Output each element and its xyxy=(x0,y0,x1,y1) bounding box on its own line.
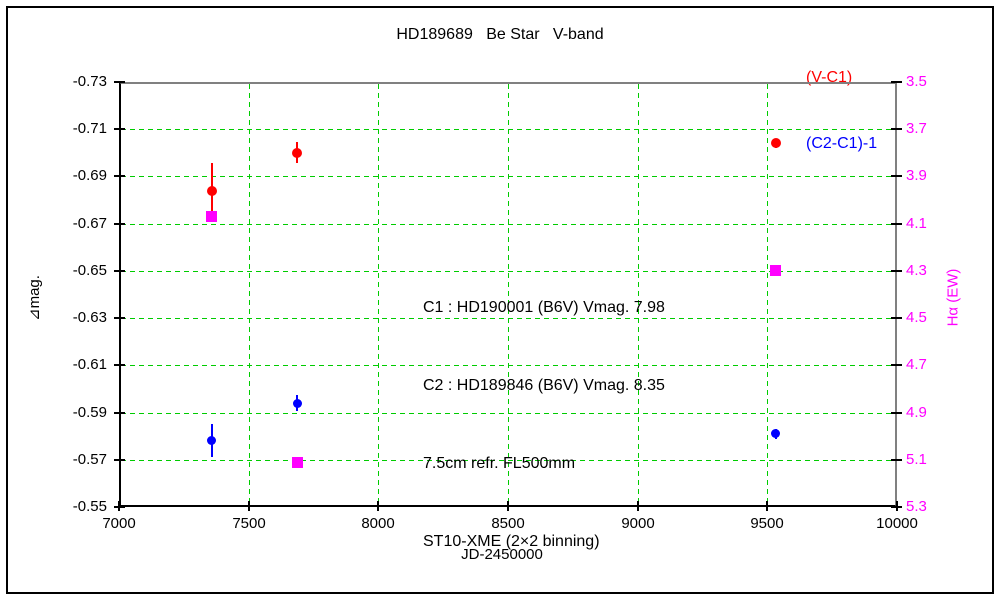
y-axis-tick-label-left: -0.71 xyxy=(72,120,107,137)
gridline-vertical xyxy=(767,84,768,505)
y-axis-tick-left xyxy=(114,459,125,461)
data-point-v-c1 xyxy=(206,185,217,196)
annotation-line-c2: C2 : HD189846 (B6V) Vmag. 8.35 xyxy=(423,377,665,394)
y-axis-tick-left xyxy=(114,317,125,319)
y-axis-tick-label-left: -0.67 xyxy=(72,215,107,232)
data-point-c2-c1 xyxy=(771,429,781,439)
y-axis-tick-left xyxy=(114,364,125,366)
y-axis-tick-label-right: 3.9 xyxy=(906,167,927,184)
x-axis-tick-label: 8000 xyxy=(361,515,395,532)
x-axis-label: JD-2450000 xyxy=(461,546,543,563)
annotation-line-camera: ST10-XME (2×2 binning) xyxy=(423,533,600,550)
y-axis-tick-right xyxy=(891,175,902,177)
y-axis-tick-label-right: 4.7 xyxy=(906,356,927,373)
legend-item-c2-c1: (C2-C1)-1 xyxy=(806,135,878,152)
y-axis-tick-label-right: 4.5 xyxy=(906,309,927,326)
y-axis-tick-label-left: -0.69 xyxy=(72,167,107,184)
outer-frame xyxy=(6,6,994,594)
x-axis-tick-label: 10000 xyxy=(876,515,918,532)
y-axis-tick-label-left: -0.59 xyxy=(72,404,107,421)
x-axis-tick xyxy=(507,501,509,511)
y-axis-tick-left xyxy=(114,128,125,130)
y-axis-tick-label-left: -0.55 xyxy=(72,498,107,515)
gridline-vertical xyxy=(378,84,379,505)
y-axis-tick-label-left: -0.73 xyxy=(72,73,107,90)
x-axis-tick-label: 7000 xyxy=(102,515,136,532)
legend: (V-C1) (C2-C1)-1 xyxy=(806,23,877,199)
gridline-vertical xyxy=(508,84,509,505)
y-axis-tick-right xyxy=(891,128,902,130)
x-axis-tick xyxy=(248,501,250,511)
y-axis-tick-label-right: 3.5 xyxy=(906,73,927,90)
y-axis-tick-label-right: 5.1 xyxy=(906,451,927,468)
data-point-c2-c1 xyxy=(292,398,302,408)
x-axis-tick-label: 7500 xyxy=(232,515,266,532)
x-axis-tick-label: 9000 xyxy=(621,515,655,532)
annotation-block: C1 : HD190001 (B6V) Vmag. 7.98 C2 : HD18… xyxy=(423,243,665,600)
y-axis-tick-right xyxy=(891,412,902,414)
y-axis-tick-label-right: 4.3 xyxy=(906,262,927,279)
annotation-line-telescope: 7.5cm refr. FL500mm xyxy=(423,455,576,472)
data-point-c2-c1 xyxy=(207,436,217,446)
x-axis-tick xyxy=(377,501,379,511)
x-axis-tick-label: 9500 xyxy=(750,515,784,532)
y-axis-tick-right xyxy=(891,270,902,272)
data-point-halpha xyxy=(291,456,303,468)
data-point-halpha xyxy=(206,211,218,223)
y-axis-tick-label-left: -0.61 xyxy=(72,356,107,373)
y-axis-tick-right xyxy=(891,317,902,319)
x-axis-tick xyxy=(118,501,120,511)
y-axis-tick-left xyxy=(114,412,125,414)
y-axis-tick-left xyxy=(114,81,125,83)
legend-item-v-c1: (V-C1) xyxy=(806,69,853,86)
x-axis-tick-label: 8500 xyxy=(491,515,525,532)
data-point-v-c1 xyxy=(292,147,303,158)
chart-title: HD189689 Be Star V-band xyxy=(396,26,604,43)
y-axis-tick-label-right: 4.1 xyxy=(906,215,927,232)
y-axis-tick-label-left: -0.65 xyxy=(72,262,107,279)
data-point-v-c1 xyxy=(770,138,781,149)
y-axis-tick-label-left: -0.57 xyxy=(72,451,107,468)
y-axis-tick-left xyxy=(114,223,125,225)
y-axis-tick-right xyxy=(891,81,902,83)
x-axis-tick xyxy=(896,501,898,511)
y-axis-label-right: Hα (EW) xyxy=(944,268,962,327)
y-axis-tick-right xyxy=(891,364,902,366)
y-axis-tick-label-right: 4.9 xyxy=(906,404,927,421)
x-axis-tick xyxy=(637,501,639,511)
data-point-halpha xyxy=(770,265,782,277)
y-axis-tick-left xyxy=(114,270,125,272)
x-axis-tick xyxy=(766,501,768,511)
y-axis-tick-right xyxy=(891,223,902,225)
gridline-vertical xyxy=(638,84,639,505)
y-axis-tick-label-left: -0.63 xyxy=(72,309,107,326)
y-axis-tick-right xyxy=(891,459,902,461)
gridline-vertical xyxy=(249,84,250,505)
annotation-line-c1: C1 : HD190001 (B6V) Vmag. 7.98 xyxy=(423,299,665,316)
y-axis-label-left: ⊿mag. xyxy=(26,275,43,321)
y-axis-tick-label-right: 3.7 xyxy=(906,120,927,137)
y-axis-tick-label-right: 5.3 xyxy=(906,498,927,515)
y-axis-tick-left xyxy=(114,175,125,177)
